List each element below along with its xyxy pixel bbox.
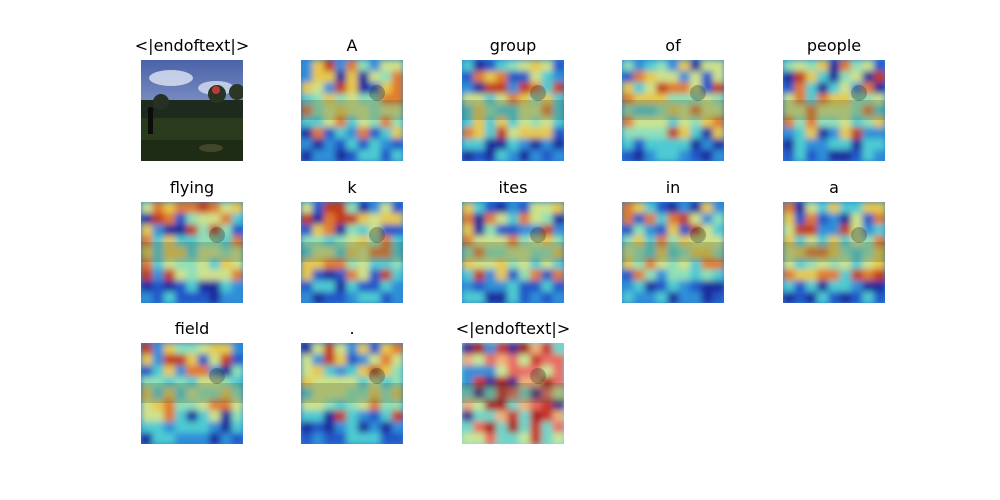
token-label: flying: [169, 178, 215, 197]
token-label: people: [806, 36, 862, 55]
attention-heatmap: [462, 202, 564, 303]
source-photo: [141, 60, 243, 161]
token-label: A: [346, 36, 358, 55]
token-label: a: [829, 178, 839, 197]
attention-heatmap: [462, 60, 564, 161]
token-label: <|endoftext|>: [134, 36, 250, 55]
attention-heatmap: [141, 343, 243, 444]
token-label: ites: [498, 178, 528, 197]
attention-heatmap: [783, 202, 885, 303]
token-label: k: [347, 178, 357, 197]
attention-heatmap: [783, 60, 885, 161]
attention-heatmap: [622, 202, 724, 303]
token-label: of: [665, 36, 681, 55]
attention-heatmap: [622, 60, 724, 161]
attention-heatmap: [301, 60, 403, 161]
token-label: .: [349, 319, 355, 338]
token-label: <|endoftext|>: [455, 319, 571, 338]
attention-heatmap: [301, 343, 403, 444]
attention-heatmap: [141, 202, 243, 303]
token-label: in: [665, 178, 681, 197]
token-label: group: [489, 36, 537, 55]
token-label: field: [174, 319, 210, 338]
attention-heatmap: [301, 202, 403, 303]
attention-heatmap: [462, 343, 564, 444]
